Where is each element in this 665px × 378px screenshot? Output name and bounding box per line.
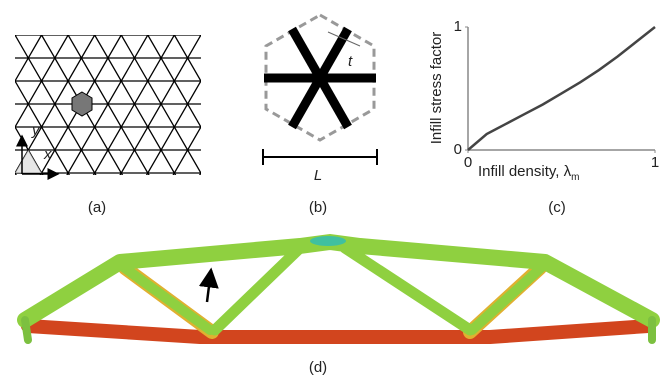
lattice-line bbox=[227, 35, 333, 219]
highlight-cell bbox=[15, 150, 42, 173]
x-tick-label: 0 bbox=[464, 154, 472, 171]
length: L bbox=[314, 167, 322, 184]
unit-cell bbox=[72, 92, 92, 116]
lattice-line bbox=[0, 35, 15, 219]
x-label-main: Infill density, λ bbox=[478, 163, 572, 180]
lattice bbox=[0, 35, 546, 219]
panel-label: (d) bbox=[309, 359, 327, 376]
panel-label: (b) bbox=[309, 199, 327, 216]
thickness: t bbox=[348, 53, 353, 70]
struts bbox=[264, 29, 376, 127]
structure bbox=[25, 236, 652, 340]
chart: 0 1 0 1 bbox=[454, 18, 660, 171]
scale-bar bbox=[263, 149, 377, 165]
lattice-line bbox=[440, 35, 546, 219]
x-label: Infill density, λm bbox=[478, 163, 579, 183]
lattice-line bbox=[0, 35, 15, 219]
axis-x: x bbox=[43, 146, 52, 163]
panel-label: (a) bbox=[88, 199, 106, 216]
lattice-line bbox=[201, 35, 307, 219]
x-label-sub: m bbox=[571, 172, 579, 183]
lattice-line bbox=[307, 35, 413, 219]
figure: y x (a) t L (b) 0101 Infill stress facto… bbox=[0, 0, 665, 378]
lattice-line bbox=[360, 35, 466, 219]
y-label: Infill stress factor bbox=[428, 32, 445, 145]
curve bbox=[468, 27, 655, 150]
lattice-line bbox=[227, 35, 333, 219]
arrow bbox=[207, 270, 211, 302]
lattice-line bbox=[201, 35, 307, 219]
lattice-line bbox=[307, 35, 413, 219]
y-tick-label: 1 bbox=[454, 18, 462, 35]
y-tick-label: 0 bbox=[454, 141, 462, 158]
x-tick-label: 1 bbox=[651, 154, 659, 171]
panel-label: (c) bbox=[548, 199, 566, 216]
